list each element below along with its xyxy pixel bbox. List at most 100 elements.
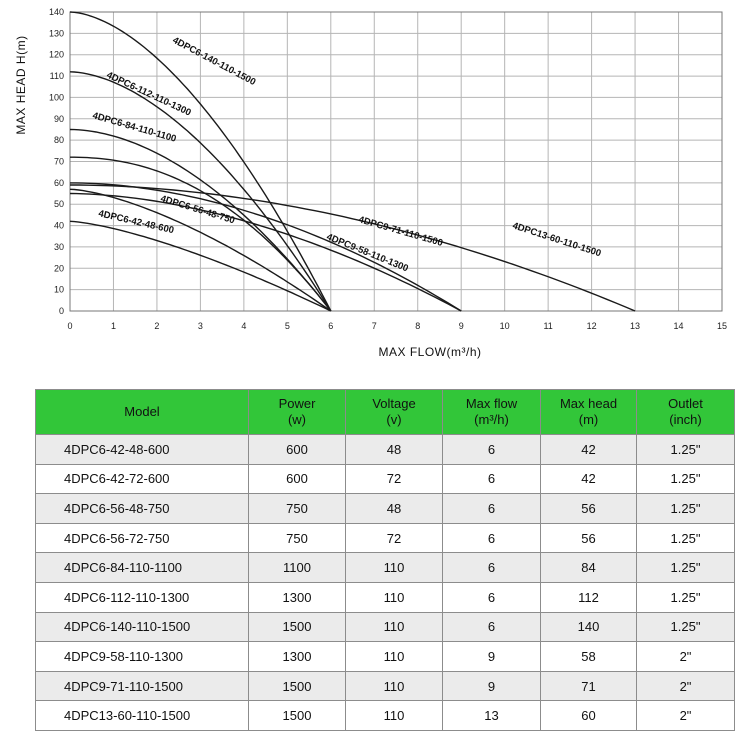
max-head-cell: 58 (540, 641, 637, 672)
outlet-cell: 1.25" (636, 581, 735, 613)
table-row: 4DPC6-56-72-750 750 72 6 56 1.25" (35, 522, 735, 554)
x-tick-label: 4 (241, 321, 246, 331)
y-tick-label: 30 (54, 242, 64, 252)
y-tick-label: 130 (49, 28, 64, 38)
curves (69, 11, 636, 312)
power-cell: 1500 (248, 700, 346, 731)
model-cell: 4DPC6-42-72-600 (35, 463, 249, 495)
model-cell: 4DPC6-84-110-1100 (35, 552, 249, 583)
outlet-cell: 1.25" (636, 463, 735, 495)
max-head-cell: 56 (540, 493, 637, 524)
y-tick-label: 60 (54, 178, 64, 188)
x-axis-title: MAX FLOW(m³/h) (379, 345, 482, 359)
table-body: 4DPC6-42-48-600 600 48 6 42 1.25" 4DPC6-42-72-… (35, 434, 735, 731)
table-row: 4DPC9-58-110-1300 1300 110 9 58 2" (35, 641, 735, 672)
max-flow-cell: 6 (442, 522, 541, 554)
max-head-cell: 71 (540, 670, 637, 702)
y-tick-label: 80 (54, 135, 64, 145)
spec-table: Model Power (w) Voltage (v) Max flow (m³/h)… (35, 389, 735, 731)
y-tick-label: 140 (49, 7, 64, 17)
model-cell: 4DPC13-60-110-1500 (35, 700, 249, 731)
outlet-cell: 1.25" (636, 611, 735, 643)
model-cell: 4DPC6-112-110-1300 (35, 581, 249, 613)
table-header-row: Model Power (w) Voltage (v) Max flow (m³/h)… (35, 389, 735, 435)
voltage-cell: 110 (345, 552, 443, 583)
curve-series (69, 188, 332, 312)
power-cell: 1300 (248, 641, 346, 672)
max-flow-cell: 6 (442, 463, 541, 495)
curve-labels: 4DPC6-140-110-15004DPC6-112-110-13004DPC… (91, 35, 602, 274)
y-tick-label: 110 (50, 71, 64, 81)
table-row: 4DPC6-84-110-1100 1100 110 6 84 1.25" (35, 552, 735, 583)
y-tick-label: 0 (59, 306, 64, 316)
max-head-cell: 112 (540, 581, 637, 613)
model-cell: 4DPC9-58-110-1300 (35, 641, 249, 672)
voltage-cell: 48 (345, 434, 443, 465)
header-power: Power (w) (248, 389, 346, 435)
pump-performance-chart: 4DPC6-140-110-15004DPC6-112-110-13004DPC… (14, 7, 727, 359)
table-row: 4DPC13-60-110-1500 1500 110 13 60 2" (35, 700, 735, 731)
model-cell: 4DPC6-42-48-600 (35, 434, 249, 465)
curve-series (69, 71, 332, 312)
tick-labels: 0 1 2 3 4 5 6 7 8 9 10 11 12 13 14 15010203040506070809… (49, 7, 727, 331)
power-cell: 1500 (248, 611, 346, 643)
power-cell: 750 (248, 493, 346, 524)
y-tick-label: 50 (54, 199, 64, 209)
y-tick-label: 90 (54, 114, 64, 124)
x-tick-label: 12 (587, 321, 597, 331)
table-row: 4DPC6-56-48-750 750 48 6 56 1.25" (35, 493, 735, 524)
voltage-cell: 72 (345, 522, 443, 554)
x-tick-label: 14 (674, 321, 684, 331)
x-tick-label: 8 (415, 321, 420, 331)
curve-label: 4DPC6-42-48-600 (97, 208, 175, 236)
header-voltage: Voltage (v) (345, 389, 443, 435)
y-tick-label: 70 (54, 157, 64, 167)
outlet-cell: 1.25" (636, 522, 735, 554)
max-flow-cell: 6 (442, 581, 541, 613)
outlet-cell: 2" (636, 700, 735, 731)
header-max-flow: Max flow (m³/h) (442, 389, 541, 435)
curve-series (69, 11, 332, 312)
curve-series (69, 220, 332, 312)
table-row: 4DPC6-42-48-600 600 48 6 42 1.25" (35, 434, 735, 465)
header-model: Model (35, 389, 249, 435)
curve-series (69, 192, 462, 312)
voltage-cell: 110 (345, 581, 443, 613)
model-cell: 4DPC6-140-110-1500 (35, 611, 249, 643)
table-row: 4DPC6-42-72-600 600 72 6 42 1.25" (35, 463, 735, 495)
model-cell: 4DPC9-71-110-1500 (35, 670, 249, 702)
x-tick-label: 10 (500, 321, 510, 331)
power-cell: 1500 (248, 670, 346, 702)
outlet-cell: 2" (636, 670, 735, 702)
x-tick-label: 0 (67, 321, 72, 331)
voltage-cell: 48 (345, 493, 443, 524)
curve-label: 4DPC9-71-110-1500 (357, 214, 444, 249)
x-tick-label: 3 (198, 321, 203, 331)
curve-series (69, 128, 332, 312)
curve-label: 4DPC13-60-110-1500 (511, 220, 602, 259)
outlet-cell: 1.25" (636, 493, 735, 524)
x-tick-label: 11 (543, 321, 552, 331)
max-head-cell: 56 (540, 522, 637, 554)
table-row: 4DPC6-140-110-1500 1500 110 6 140 1.25" (35, 611, 735, 643)
max-head-cell: 140 (540, 611, 637, 643)
outlet-cell: 2" (636, 641, 735, 672)
voltage-cell: 110 (345, 611, 443, 643)
grid (69, 11, 723, 312)
max-head-cell: 42 (540, 463, 637, 495)
voltage-cell: 110 (345, 700, 443, 731)
y-tick-label: 120 (49, 50, 64, 60)
curve-series (70, 184, 636, 312)
max-flow-cell: 9 (442, 641, 541, 672)
curve-label: 4DPC6-112-110-1300 (105, 70, 193, 119)
x-tick-label: 6 (328, 321, 333, 331)
x-tick-label: 9 (459, 321, 464, 331)
power-cell: 1100 (248, 552, 346, 583)
max-flow-cell: 6 (442, 493, 541, 524)
voltage-cell: 72 (345, 463, 443, 495)
y-tick-label: 40 (54, 221, 64, 231)
y-axis-title: MAX HEAD H(m) (14, 35, 28, 134)
y-tick-label: 10 (54, 285, 64, 295)
x-tick-label: 15 (717, 321, 727, 331)
curve-label: 4DPC6-84-110-1100 (91, 110, 177, 144)
